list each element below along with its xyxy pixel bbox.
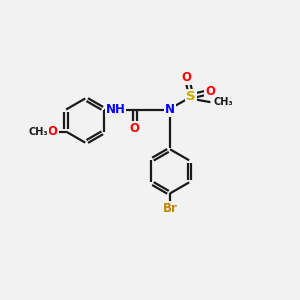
Text: CH₃: CH₃	[213, 97, 233, 107]
Text: O: O	[182, 70, 192, 84]
Text: S: S	[186, 90, 196, 103]
Text: N: N	[165, 103, 175, 116]
Text: Br: Br	[163, 202, 177, 215]
Text: O: O	[48, 125, 58, 138]
Text: O: O	[130, 122, 140, 135]
Text: CH₃: CH₃	[28, 127, 48, 136]
Text: NH: NH	[106, 103, 125, 116]
Text: O: O	[205, 85, 215, 98]
